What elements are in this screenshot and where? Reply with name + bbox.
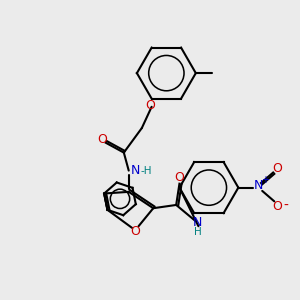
Text: O: O: [175, 171, 184, 184]
Text: O: O: [97, 133, 107, 146]
Text: N: N: [131, 164, 141, 177]
Text: O: O: [273, 163, 283, 176]
Text: -H: -H: [141, 166, 152, 176]
Text: O: O: [273, 200, 283, 213]
Text: N: N: [193, 216, 202, 230]
Text: -: -: [283, 199, 288, 213]
Text: N: N: [253, 179, 263, 193]
Text: H: H: [194, 227, 201, 237]
Text: O: O: [145, 99, 155, 112]
Text: +: +: [261, 176, 269, 185]
Text: O: O: [130, 225, 140, 238]
